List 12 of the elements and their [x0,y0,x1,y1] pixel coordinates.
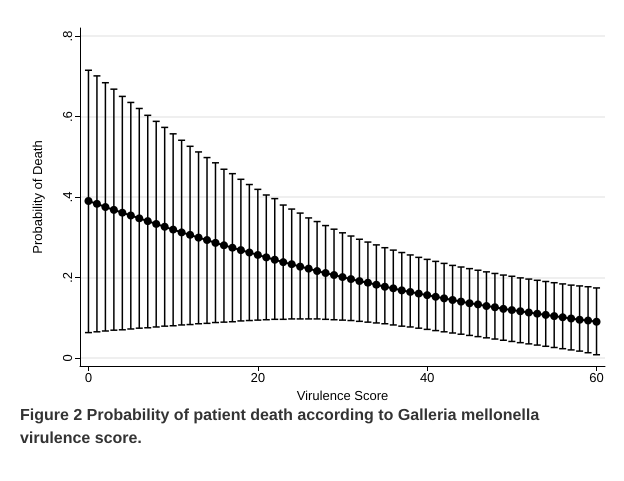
x-tick-label: 40 [420,370,434,385]
x-tick-label: 0 [84,370,92,385]
y-tick-label: .8 [60,30,75,42]
y-axis-title: Probability of Death [30,140,45,254]
x-tick-label: 60 [589,370,604,385]
x-axis-title: Virulence Score [296,388,388,403]
y-tick-label: 0 [60,354,75,362]
y-tick-label: .2 [60,272,75,283]
x-tick-label: 20 [250,370,266,385]
caption: Figure 2 Probability of patient death according to Galleria mellonella virulence score. [20,407,544,447]
y-tick-label: .4 [60,192,75,202]
y-tick-label: .6 [60,111,75,122]
